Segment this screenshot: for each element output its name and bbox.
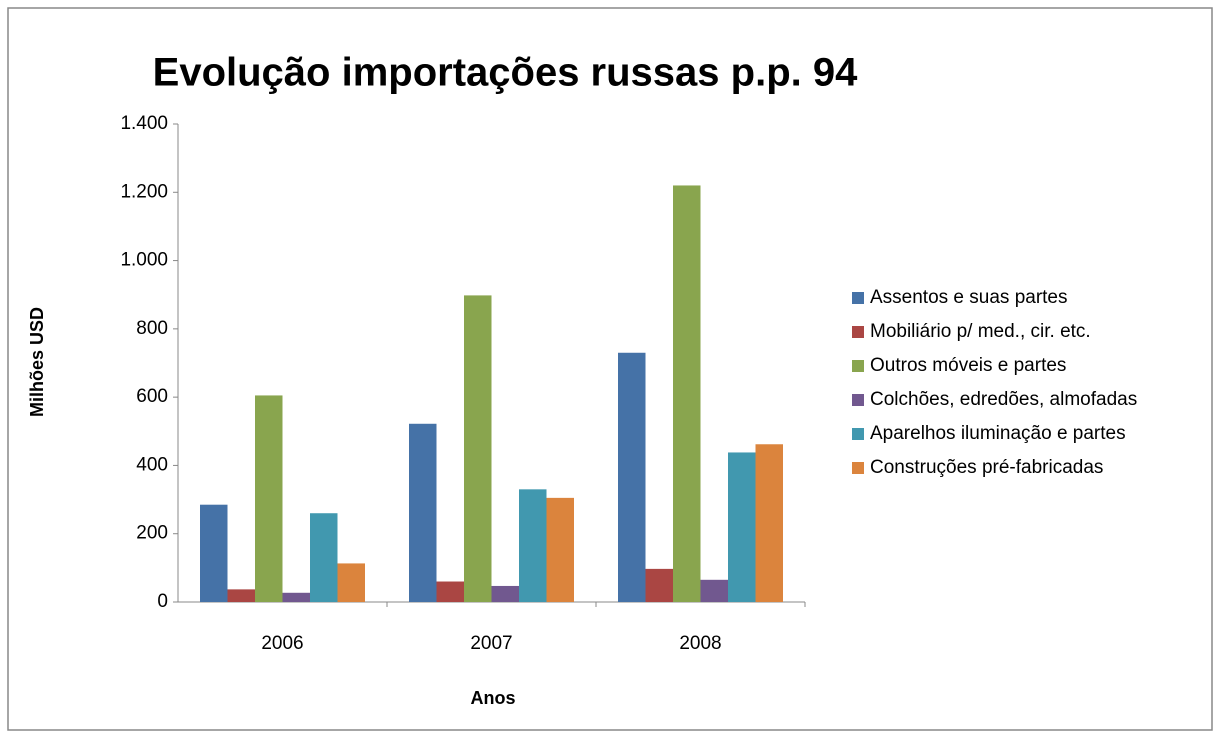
x-axis-label: Anos	[471, 688, 516, 708]
y-tick-label: 1.400	[120, 113, 168, 134]
legend-label: Assentos e suas partes	[870, 287, 1068, 308]
legend-swatch	[852, 292, 864, 304]
chart-border	[7, 7, 1213, 731]
bar	[436, 581, 464, 602]
legend-label: Construções pré-fabricadas	[870, 457, 1103, 478]
bar	[673, 185, 701, 602]
legend-swatch	[852, 394, 864, 406]
y-tick-label: 600	[136, 386, 168, 407]
legend-swatch	[852, 428, 864, 440]
legend-swatch	[852, 360, 864, 372]
bar	[546, 497, 574, 602]
legend-label: Colchões, edredões, almofadas	[870, 389, 1137, 410]
bar	[227, 589, 255, 602]
y-tick-label: 1.000	[120, 250, 168, 271]
x-tick-label: 2006	[261, 633, 303, 654]
bar	[728, 452, 756, 602]
bar	[200, 504, 228, 602]
y-axis-label: Milhões USD	[27, 307, 47, 417]
y-tick-label: 800	[136, 318, 168, 339]
y-tick-label: 200	[136, 523, 168, 544]
y-tick-label: 400	[136, 454, 168, 475]
bar	[700, 579, 728, 602]
legend-label: Mobiliário p/ med., cir. etc.	[870, 321, 1091, 342]
legend-label: Aparelhos iluminação e partes	[870, 423, 1126, 444]
chart-title: Evolução importações russas p.p. 94	[153, 51, 858, 95]
legend-swatch	[852, 326, 864, 338]
bar	[519, 489, 547, 602]
y-tick-label: 0	[157, 591, 168, 612]
x-tick-label: 2007	[470, 633, 512, 654]
bar	[255, 395, 283, 602]
bar	[282, 592, 310, 602]
bar	[337, 563, 365, 602]
bar	[464, 295, 492, 602]
legend-swatch	[852, 462, 864, 474]
y-tick-label: 1.200	[120, 181, 168, 202]
bar	[310, 513, 338, 602]
bar	[491, 585, 519, 602]
bar	[618, 352, 646, 602]
legend-label: Outros móveis e partes	[870, 355, 1066, 376]
bar	[409, 423, 437, 602]
x-tick-label: 2008	[679, 633, 721, 654]
bar	[645, 568, 673, 602]
bar	[755, 444, 783, 602]
